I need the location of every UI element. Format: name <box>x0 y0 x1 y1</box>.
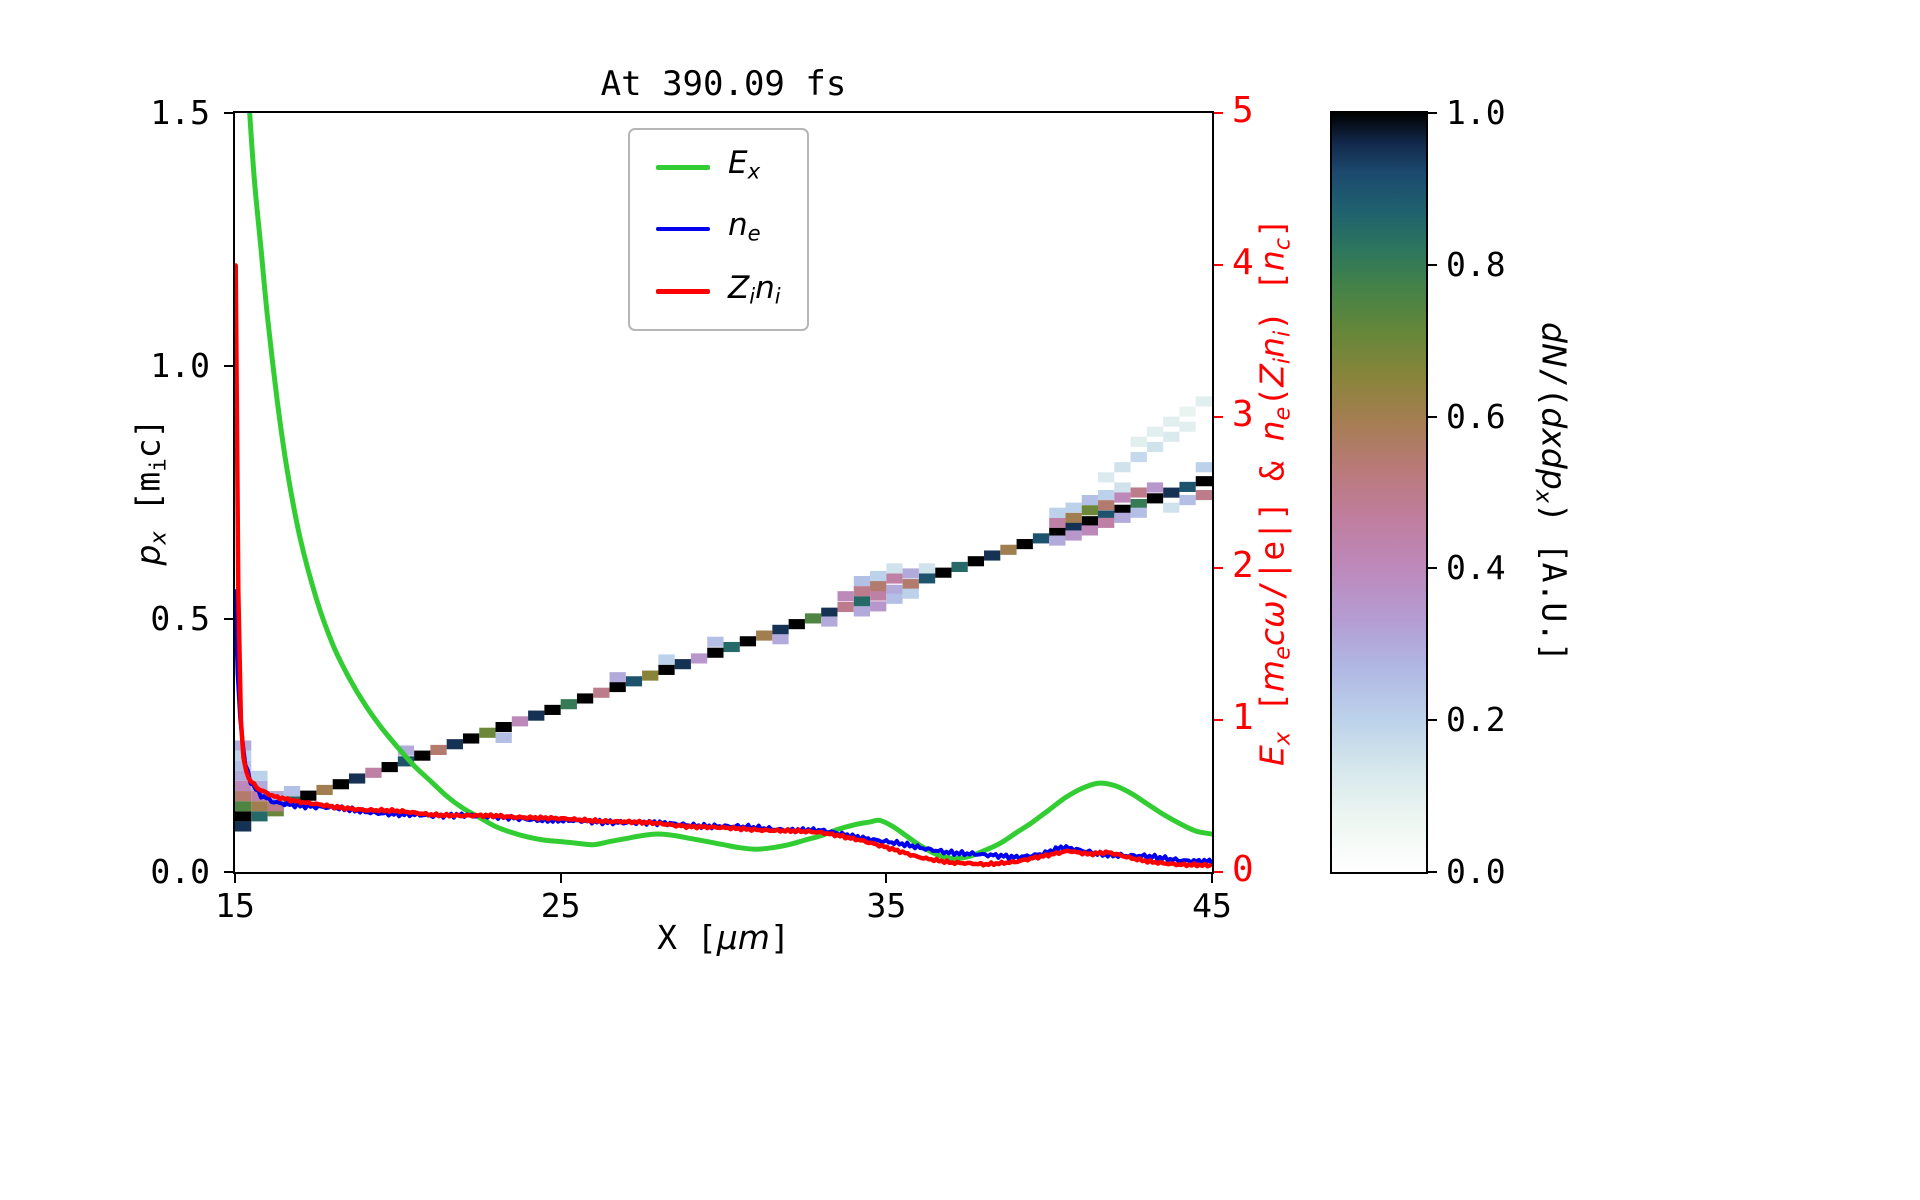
y-axis-right-label: Ex [mecω/|e|] & ne(Zini) [nc] <box>1253 218 1296 766</box>
label-part: e <box>1269 406 1296 421</box>
colorbar-tick-label: 0.2 <box>1446 700 1506 740</box>
colorbar-tick-mark <box>1428 719 1437 722</box>
x-tick-label: 15 <box>215 886 255 925</box>
y2-tick-label: 1 <box>1232 697 1254 739</box>
label-part: c <box>1269 237 1296 251</box>
y2-tick-mark <box>1214 871 1223 873</box>
label-part: x <box>1530 489 1557 504</box>
legend-label-ne: ne <box>728 208 761 250</box>
y-tick-label: 1.0 <box>150 346 210 385</box>
x-tick-label: 45 <box>1192 886 1232 925</box>
colorbar-tick-mark <box>1428 112 1437 114</box>
label-part: Z <box>1252 364 1292 387</box>
label-part: [m <box>128 471 168 532</box>
label-part: i <box>774 282 781 308</box>
colorbar-tick-mark <box>1428 871 1437 873</box>
label-part: /|e|] & <box>1252 441 1292 601</box>
label-part: E <box>728 145 748 181</box>
label-part: /( <box>1534 367 1574 408</box>
y2-tick-label: 5 <box>1232 90 1254 131</box>
label-part: ] <box>769 918 790 957</box>
x-tick-mark <box>1211 874 1213 883</box>
legend-entry-zini: Zini <box>656 271 781 313</box>
legend-line-zini <box>656 289 710 294</box>
label-part: n <box>1252 337 1292 358</box>
label-part: c] <box>128 418 168 459</box>
x-tick-label: 35 <box>866 886 907 925</box>
y-tick-mark <box>224 618 233 620</box>
label-part: i <box>1269 357 1296 365</box>
legend: Ex ne Zini <box>628 128 809 331</box>
label-part: Z <box>728 269 750 306</box>
y2-tick-mark <box>1214 719 1223 722</box>
colorbar-tick-label: 0.0 <box>1446 852 1506 891</box>
label-part: X [ <box>657 918 717 957</box>
label-part: e <box>747 220 761 246</box>
colorbar-tick-mark <box>1428 263 1437 266</box>
y-tick-mark <box>224 365 233 367</box>
label-part: ) [ <box>1252 271 1292 331</box>
y2-tick-label: 3 <box>1232 393 1254 435</box>
y2-tick-mark <box>1214 415 1223 418</box>
legend-label-zini: Zini <box>728 271 781 313</box>
y2-tick-mark <box>1214 263 1223 266</box>
y-tick-label: 0.5 <box>150 599 210 638</box>
label-part: [ <box>1252 692 1292 732</box>
y2-tick-label: 2 <box>1232 545 1254 587</box>
label-part: i <box>145 458 172 472</box>
y-axis-left-label: px [mic] <box>129 418 172 565</box>
label-part: cω <box>1252 600 1292 647</box>
label-part: e <box>1269 646 1296 660</box>
colorbar-tick-label: 0.8 <box>1446 244 1506 284</box>
colorbar-tick-label: 0.4 <box>1446 548 1506 588</box>
label-part: dN <box>1534 322 1574 368</box>
legend-line-ex <box>656 164 710 170</box>
colorbar-tick-label: 1.0 <box>1446 93 1506 132</box>
label-part: E <box>1252 745 1292 766</box>
x-tick-mark <box>885 874 888 883</box>
colorbar-label: dN/(dxdpx) [A.U.] <box>1531 322 1574 662</box>
colorbar-tick-mark <box>1428 415 1437 418</box>
x-tick-label: 25 <box>540 886 581 925</box>
x-axis-label: X [μm] <box>235 918 1212 957</box>
label-part: ( <box>1252 386 1292 407</box>
chart-title: At 390.09 fs <box>600 64 847 104</box>
y2-tick-mark <box>1214 567 1223 570</box>
x-tick-mark <box>234 874 236 883</box>
y2-tick-label: 4 <box>1232 241 1254 283</box>
colorbar <box>1330 111 1428 874</box>
y-tick-mark <box>224 871 233 873</box>
legend-label-ex: Ex <box>728 146 760 188</box>
legend-entry-ne: ne <box>656 208 781 250</box>
label-part: n <box>1252 420 1292 442</box>
y-tick-label: 1.5 <box>150 93 210 132</box>
label-part: x <box>747 158 761 184</box>
label-part: i <box>1269 330 1296 338</box>
y-tick-label: 0.0 <box>150 852 210 891</box>
y2-tick-label: 0 <box>1232 849 1254 890</box>
label-part: i <box>749 282 756 308</box>
label-part: x <box>145 531 172 545</box>
colorbar-tick-label: 0.6 <box>1446 396 1506 436</box>
label-part: n <box>755 269 775 306</box>
label-part: x <box>1269 731 1296 746</box>
label-part: p <box>128 544 168 566</box>
legend-line-ne <box>656 227 710 232</box>
label-part: m <box>1252 659 1292 693</box>
label-part: ] <box>1252 218 1292 238</box>
colorbar-tick-mark <box>1428 567 1437 570</box>
label-part: dxdp <box>1534 407 1574 490</box>
x-tick-mark <box>559 874 562 883</box>
label-part: μm <box>716 918 770 957</box>
y-tick-mark <box>224 112 233 114</box>
label-part: ) [A.U.] <box>1534 503 1574 662</box>
label-part: n <box>728 207 748 244</box>
y2-tick-mark <box>1214 112 1223 114</box>
phase-space-heatmap <box>235 113 1212 869</box>
legend-entry-ex: Ex <box>656 146 781 188</box>
label-part: n <box>1252 250 1292 272</box>
